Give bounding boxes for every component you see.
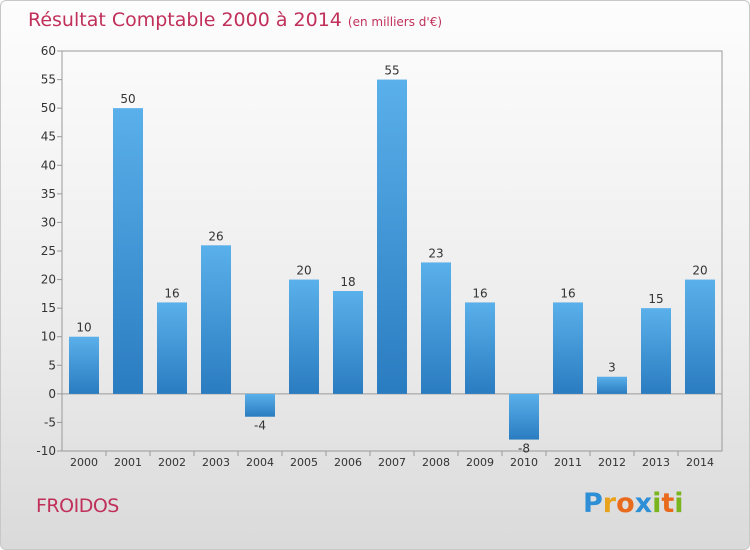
x-tick-label: 2009: [466, 456, 494, 469]
bar-2008: [421, 262, 451, 394]
commune-name: FROIDOS: [36, 495, 119, 517]
bar-value-label: 3: [608, 361, 616, 375]
y-tick-label: 35: [41, 187, 56, 201]
bar-2014: [685, 279, 715, 394]
x-tick-label: 2012: [598, 456, 626, 469]
bar-2007: [377, 79, 407, 394]
bar-2000: [69, 336, 99, 394]
x-tick-label: 2004: [246, 456, 274, 469]
x-tick-label: 2008: [422, 456, 450, 469]
y-tick-label: 0: [48, 387, 56, 401]
x-tick-label: 2003: [202, 456, 230, 469]
x-tick-label: 2002: [158, 456, 186, 469]
y-tick-label: 55: [41, 73, 56, 87]
y-tick-label: 15: [41, 301, 56, 315]
chart-subtitle: (en milliers d'€): [347, 15, 443, 29]
bar-value-label: 10: [76, 321, 91, 335]
logo-letter: P: [583, 488, 603, 519]
bar-value-label: 16: [472, 286, 487, 300]
x-tick-label: 2010: [510, 456, 538, 469]
x-tick-label: 2011: [554, 456, 582, 469]
logo-letter: i: [674, 488, 684, 519]
x-tick-label: 2013: [642, 456, 670, 469]
x-tick-label: 2005: [290, 456, 318, 469]
bar-value-label: 16: [560, 286, 575, 300]
bar-2011: [553, 302, 583, 394]
proxiti-logo[interactable]: Proxiti: [583, 488, 684, 519]
y-tick-label: -10: [36, 444, 56, 458]
y-tick-label: 45: [41, 130, 56, 144]
bar-value-label: 20: [296, 264, 311, 278]
bar-2009: [465, 302, 495, 394]
logo-letter: x: [634, 488, 653, 519]
bar-value-label: 26: [208, 229, 223, 243]
bar-2002: [157, 302, 187, 394]
bar-2001: [113, 108, 143, 394]
x-tick-label: 2000: [70, 456, 98, 469]
x-tick-label: 2007: [378, 456, 406, 469]
x-tick-label: 2001: [114, 456, 142, 469]
bar-value-label: 55: [384, 64, 399, 78]
bar-value-label: 20: [692, 264, 707, 278]
x-tick-label: 2014: [686, 456, 714, 469]
chart-data-labels: 10 50 16 26 -4 20 18 55 23 16 -8 16 3 15 20: [76, 64, 707, 456]
bar-value-label: 23: [428, 246, 443, 260]
bar-2003: [201, 245, 231, 394]
logo-letter: i: [652, 488, 662, 519]
chart-x-ticks: 2000 2001 2002 2003 2004 2005 2006 2007 2008 2009…: [70, 451, 714, 469]
bar-2012: [597, 376, 627, 394]
bar-value-label: 16: [164, 286, 179, 300]
y-tick-label: 25: [41, 244, 56, 258]
chart-y-ticks: -10 -5 0 5 10 15 20 25 30 35 40 45 50 55 60: [36, 44, 62, 458]
y-tick-label: 40: [41, 158, 56, 172]
logo-letter: t: [661, 488, 675, 519]
bar-value-label: 15: [648, 292, 663, 306]
logo-letter: r: [602, 488, 617, 519]
bar-value-label: -8: [518, 442, 530, 456]
bar-2006: [333, 291, 363, 394]
y-tick-label: 10: [41, 330, 56, 344]
y-tick-label: 30: [41, 215, 56, 229]
bar-2005: [289, 279, 319, 394]
bar-2004: [245, 393, 275, 417]
bar-value-label: -4: [254, 419, 266, 433]
y-tick-label: 5: [48, 358, 56, 372]
chart-title: Résultat Comptable 2000 à 2014 (en millie…: [28, 9, 442, 31]
y-tick-label: 50: [41, 101, 56, 115]
bar-value-label: 18: [340, 275, 355, 289]
x-tick-label: 2006: [334, 456, 362, 469]
y-tick-label: -5: [44, 415, 56, 429]
bar-2010: [509, 393, 539, 440]
chart-title-text: Résultat Comptable 2000 à 2014: [28, 9, 342, 31]
chart-bars: [69, 79, 715, 440]
y-tick-label: 20: [41, 273, 56, 287]
bar-value-label: 50: [120, 92, 135, 106]
bar-2013: [641, 308, 671, 394]
logo-letter: o: [616, 488, 635, 519]
y-tick-label: 60: [41, 44, 56, 58]
